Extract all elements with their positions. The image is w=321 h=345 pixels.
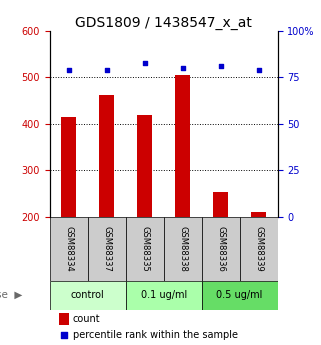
- Bar: [61, 117, 76, 217]
- Bar: [59, 313, 69, 325]
- Point: [218, 63, 223, 69]
- Text: control: control: [71, 290, 105, 300]
- Point: [180, 66, 185, 71]
- Bar: [126, 280, 202, 309]
- Text: dose  ▶: dose ▶: [0, 290, 22, 300]
- Point: [66, 67, 71, 73]
- Point: [104, 67, 109, 73]
- Text: GSM88334: GSM88334: [64, 226, 73, 272]
- Bar: [202, 280, 278, 309]
- Bar: [137, 115, 152, 217]
- Bar: [164, 217, 202, 280]
- Point: [61, 332, 66, 337]
- Text: GSM88336: GSM88336: [216, 226, 225, 272]
- Bar: [99, 95, 114, 217]
- Point: [142, 60, 147, 66]
- Bar: [240, 217, 278, 280]
- Bar: [50, 280, 126, 309]
- Text: 0.5 ug/ml: 0.5 ug/ml: [216, 290, 263, 300]
- Title: GDS1809 / 1438547_x_at: GDS1809 / 1438547_x_at: [75, 16, 252, 30]
- Text: 0.1 ug/ml: 0.1 ug/ml: [141, 290, 187, 300]
- Point: [256, 67, 261, 73]
- Text: GSM88335: GSM88335: [140, 226, 149, 272]
- Text: percentile rank within the sample: percentile rank within the sample: [73, 329, 238, 339]
- Bar: [213, 192, 228, 217]
- Bar: [202, 217, 240, 280]
- Text: GSM88338: GSM88338: [178, 226, 187, 272]
- Text: GSM88337: GSM88337: [102, 226, 111, 272]
- Bar: [126, 217, 164, 280]
- Bar: [175, 75, 190, 217]
- Bar: [251, 212, 266, 217]
- Text: GSM88339: GSM88339: [254, 226, 263, 272]
- Bar: [88, 217, 126, 280]
- Text: count: count: [73, 314, 100, 324]
- Bar: [50, 217, 88, 280]
